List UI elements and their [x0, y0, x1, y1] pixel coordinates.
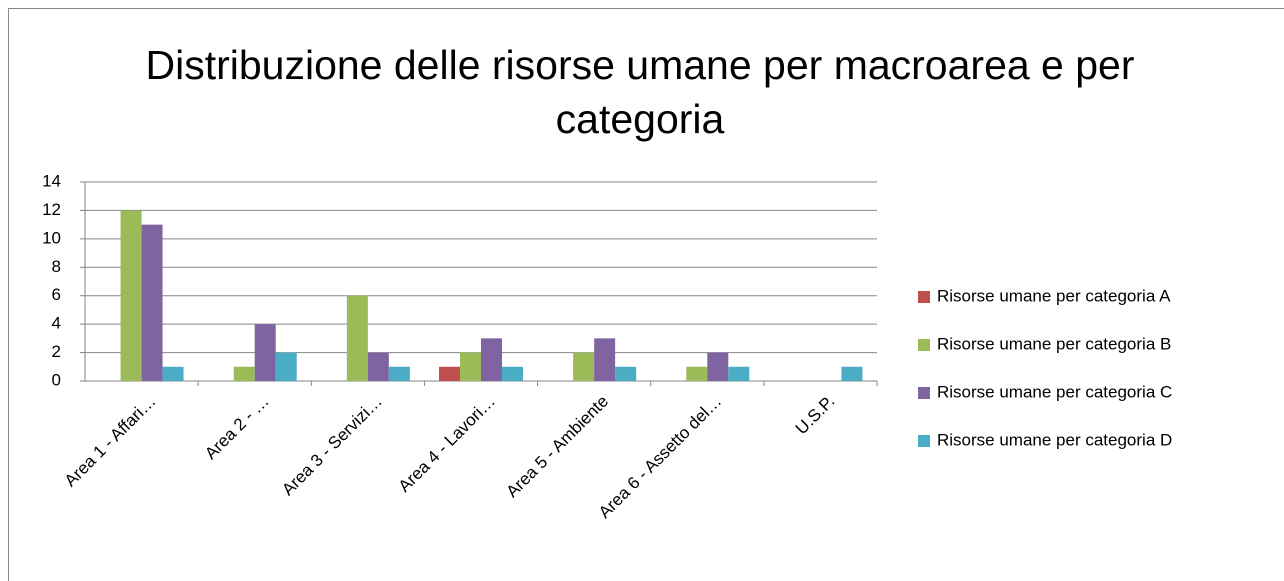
- x-tick-label: Area 3 - Servizi…: [278, 392, 386, 500]
- y-tick-label: 10: [42, 228, 61, 247]
- x-tick-label: U.S.P.: [792, 392, 839, 439]
- bar: [460, 352, 481, 381]
- y-tick-label: 12: [42, 200, 61, 219]
- y-tick-label: 8: [52, 257, 61, 276]
- bar: [120, 210, 142, 381]
- x-tick-label: Area 1 - Affari…: [61, 392, 160, 491]
- bar: [502, 366, 523, 381]
- chart-frame: [8, 8, 1284, 581]
- x-tick-label: Area 4 - Lavori…: [395, 392, 499, 496]
- bar: [841, 366, 863, 381]
- bar: [594, 338, 616, 381]
- bar: [233, 366, 255, 381]
- legend-label: Risorse umane per categoria A: [937, 286, 1171, 305]
- bar: [573, 352, 595, 381]
- bar: [346, 295, 368, 381]
- bar: [439, 366, 460, 381]
- x-tick-label: Area 5 - Ambiente: [502, 392, 612, 502]
- legend-label: Risorse umane per categoria C: [937, 382, 1172, 401]
- bar: [728, 366, 750, 381]
- bar: [254, 324, 276, 381]
- bar: [388, 366, 410, 381]
- legend-swatch: [918, 291, 930, 303]
- legend-label: Risorse umane per categoria B: [937, 334, 1171, 353]
- y-tick-label: 0: [52, 370, 61, 389]
- legend-label: Risorse umane per categoria D: [937, 430, 1172, 449]
- bar: [275, 352, 297, 381]
- chart-title: Distribuzione delle risorse umane per ma…: [145, 42, 1135, 142]
- y-tick-label: 6: [52, 285, 61, 304]
- legend-swatch: [918, 387, 930, 399]
- bar: [162, 366, 184, 381]
- y-tick-label: 4: [52, 314, 61, 333]
- y-tick-label: 14: [42, 171, 61, 190]
- legend-swatch: [918, 339, 930, 351]
- legend-swatch: [918, 435, 930, 447]
- x-tick-label: Area 2 - …: [201, 392, 273, 464]
- bar: [367, 352, 389, 381]
- bar: [481, 338, 502, 381]
- bar: [615, 366, 637, 381]
- x-tick-label: Area 6 - Assetto del…: [595, 392, 725, 522]
- bar: [141, 224, 163, 381]
- bar: [707, 352, 729, 381]
- bar: [686, 366, 708, 381]
- y-tick-label: 2: [52, 342, 61, 361]
